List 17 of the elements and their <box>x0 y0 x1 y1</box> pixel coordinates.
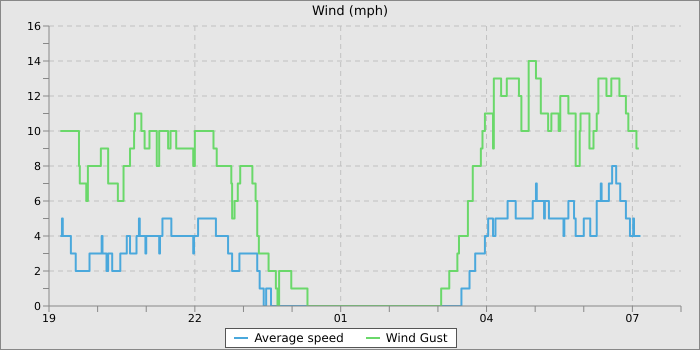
x-tick-label: 22 <box>188 312 202 325</box>
y-tick-label: 14 <box>27 54 41 68</box>
x-tick-label: 07 <box>625 312 640 325</box>
x-tick-label: 01 <box>334 312 348 325</box>
y-tick-label: 8 <box>34 160 41 173</box>
x-tick-label: 04 <box>480 312 494 325</box>
y-tick-label: 6 <box>34 194 41 208</box>
legend-label: Average speed <box>253 331 344 345</box>
y-tick-label: 0 <box>34 300 41 313</box>
legend-label: Wind Gust <box>384 331 448 345</box>
y-tick-label: 4 <box>34 230 41 243</box>
y-tick-label: 12 <box>27 90 41 103</box>
y-tick-label: 2 <box>34 264 41 278</box>
x-tick-label: 19 <box>42 312 56 325</box>
chart-title: Wind (mph) <box>310 4 390 20</box>
y-tick-label: 10 <box>27 124 41 138</box>
y-tick-label: 16 <box>27 20 41 33</box>
